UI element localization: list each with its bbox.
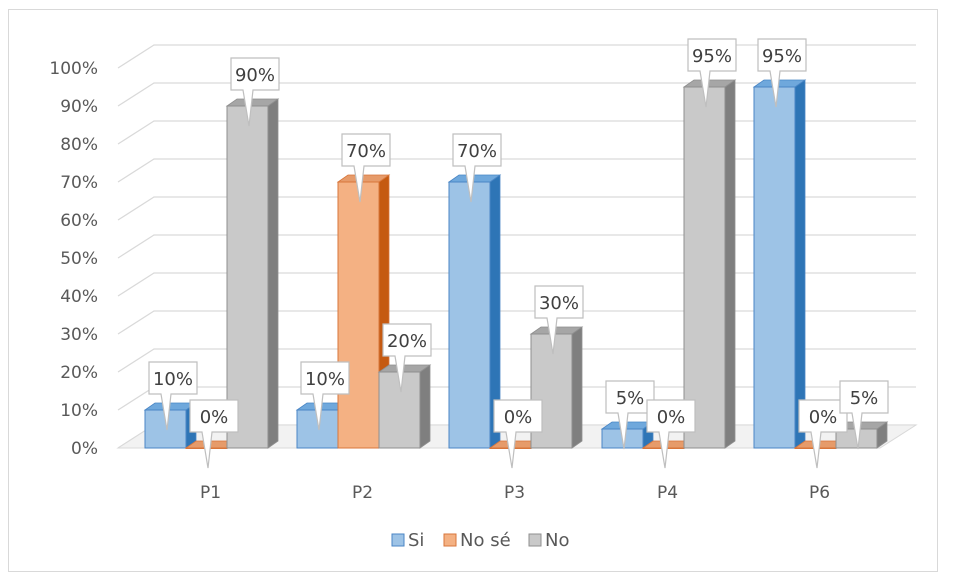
y-tick-label: 30%	[60, 325, 98, 345]
data-label: 90%	[230, 57, 280, 127]
bar	[143, 402, 198, 449]
data-label: 20%	[382, 323, 432, 393]
legend-label: Si	[408, 530, 424, 551]
legend-item: Si	[391, 530, 424, 551]
data-label-text: 10%	[153, 369, 193, 390]
bar	[752, 79, 807, 449]
gridline	[117, 348, 916, 373]
legend-swatch	[443, 533, 457, 547]
y-tick-label: 90%	[60, 97, 98, 117]
data-label: 0%	[646, 399, 696, 469]
bar	[600, 421, 655, 449]
data-label: 95%	[687, 38, 737, 108]
data-label-text: 30%	[539, 293, 579, 314]
data-label-text: 0%	[504, 407, 533, 428]
legend-label: No sé	[460, 530, 511, 551]
data-label-text: 0%	[809, 407, 838, 428]
legend: Si No sé No	[391, 530, 569, 551]
data-label: 95%	[757, 38, 807, 108]
data-label-text: 70%	[457, 141, 497, 162]
data-label-text: 5%	[616, 388, 645, 409]
bar	[529, 326, 584, 449]
x-tick-label: P3	[504, 483, 525, 503]
gridline	[117, 120, 916, 145]
data-label-text: 95%	[762, 46, 802, 67]
data-label: 30%	[534, 285, 584, 355]
legend-label: No	[545, 530, 569, 551]
x-tick-label: P4	[657, 483, 678, 503]
x-tick-label: P2	[352, 483, 373, 503]
gridline	[117, 196, 916, 221]
legend-swatch	[528, 533, 542, 547]
bar	[447, 174, 502, 449]
gridline	[117, 272, 916, 297]
y-tick-label: 50%	[60, 249, 98, 269]
y-tick-label: 60%	[60, 211, 98, 231]
data-label-text: 5%	[850, 388, 879, 409]
y-tick-label: 0%	[71, 439, 98, 459]
data-labels: 10% 0% 90% 10% 70% 20% 70% 0% 30% 5% 0% 95% 95% 0% 5%	[148, 38, 889, 469]
legend-item: No	[528, 530, 569, 551]
y-tick-label: 10%	[60, 401, 98, 421]
y-tick-label: 100%	[49, 59, 98, 79]
gridline	[117, 44, 916, 69]
bar	[225, 98, 280, 449]
data-label: 0%	[493, 399, 543, 469]
data-label-text: 95%	[692, 46, 732, 67]
gridline	[117, 310, 916, 335]
legend-swatch	[391, 533, 405, 547]
data-label: 70%	[341, 133, 391, 203]
y-tick-label: 40%	[60, 287, 98, 307]
bars	[143, 79, 889, 449]
bar	[377, 364, 432, 449]
y-tick-label: 20%	[60, 363, 98, 383]
chart-frame	[8, 9, 938, 572]
y-tick-label: 70%	[60, 173, 98, 193]
gridline	[117, 158, 916, 183]
x-tick-label: P6	[809, 483, 830, 503]
data-label-text: 0%	[200, 407, 229, 428]
y-axis-ticks: 0% 10% 20% 30% 40% 50% 60% 70% 80% 90% 100%	[49, 59, 98, 459]
gridline	[117, 82, 916, 107]
data-label-text: 70%	[346, 141, 386, 162]
data-label-text: 0%	[657, 407, 686, 428]
x-axis-categories: P1 P2 P3 P4 P6	[200, 483, 830, 503]
data-label: 70%	[452, 133, 502, 203]
data-label-text: 90%	[235, 65, 275, 86]
gridline	[117, 234, 916, 259]
bar	[682, 79, 737, 449]
data-label: 5%	[839, 380, 889, 450]
x-tick-label: P1	[200, 483, 221, 503]
legend-item: No sé	[443, 530, 511, 551]
data-label: 10%	[148, 361, 198, 431]
data-label: 10%	[300, 361, 350, 431]
data-label: 0%	[189, 399, 239, 469]
data-label: 5%	[605, 380, 655, 450]
data-label-text: 20%	[387, 331, 427, 352]
data-label-text: 10%	[305, 369, 345, 390]
y-tick-label: 80%	[60, 135, 98, 155]
